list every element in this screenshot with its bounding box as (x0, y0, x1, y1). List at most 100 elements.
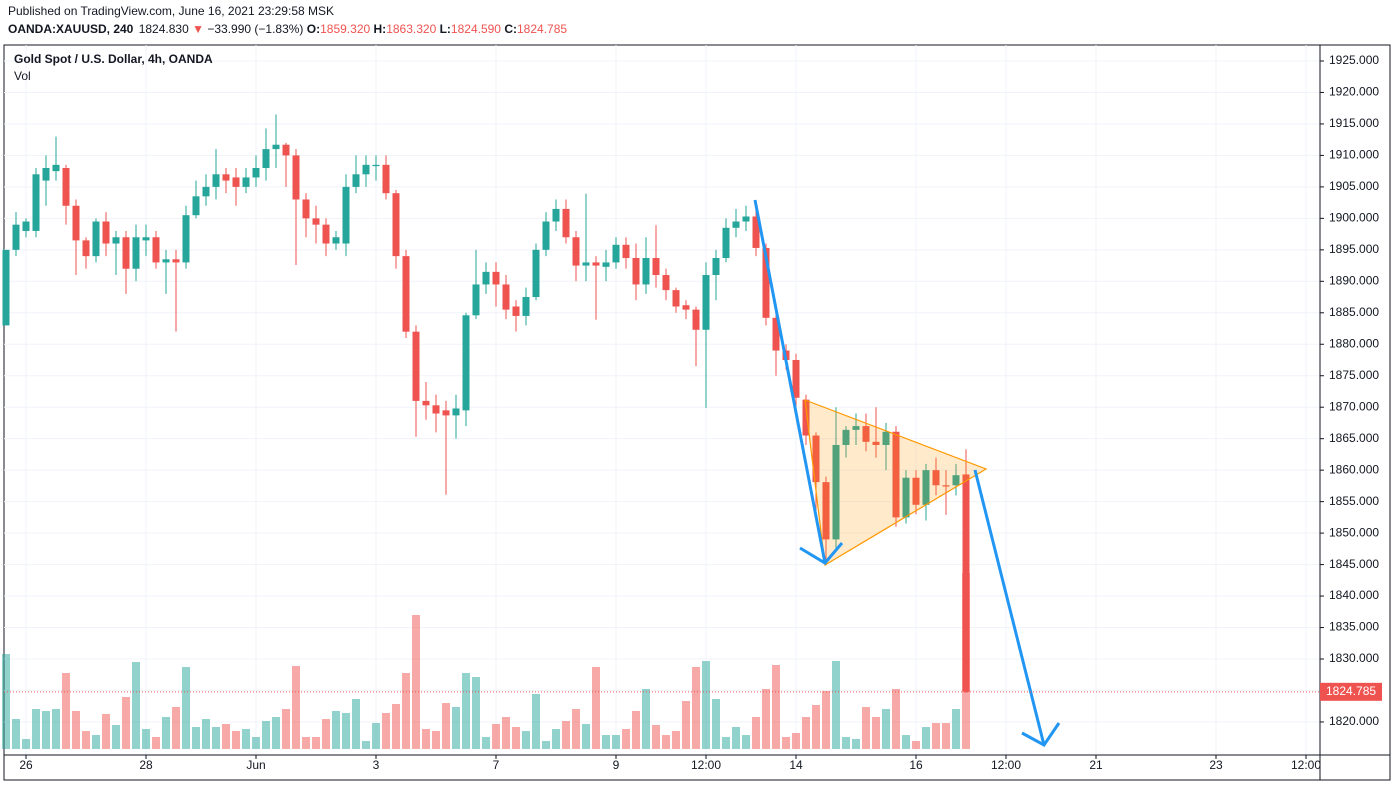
candle-body (342, 186, 350, 244)
candle-body (112, 237, 120, 244)
volume-bar (882, 709, 890, 749)
volume-bar (802, 717, 810, 749)
candle-body (352, 174, 360, 187)
ohlc-value: 1824.590 (451, 22, 501, 36)
x-tick-label: 23 (1209, 758, 1223, 772)
candle-body (232, 177, 240, 187)
candle-body (272, 144, 280, 150)
candle-body (672, 290, 680, 307)
candle-body (802, 399, 810, 436)
x-tick-label: 12:00 (691, 758, 721, 772)
candle-body (2, 249, 10, 326)
candle-body (132, 237, 140, 269)
volume-bar (82, 731, 90, 749)
x-tick-label: 28 (139, 758, 153, 772)
volume-bar (122, 697, 130, 749)
x-tick-label: 21 (1089, 758, 1103, 772)
volume-bar (162, 717, 170, 749)
candle-body (722, 227, 730, 259)
candle-body (862, 426, 870, 442)
candle-body (92, 221, 100, 257)
candle-body (772, 317, 780, 351)
candle-body (522, 297, 530, 316)
candle-body (142, 237, 150, 241)
candle-body (412, 331, 420, 401)
candle-body (42, 168, 50, 181)
symbol-header: OANDA:XAUUSD, 240 1824.830 ▼ −33.990 (−1… (8, 22, 567, 36)
candle-body (372, 164, 380, 167)
volume-bar (642, 689, 650, 749)
volume-bar (382, 713, 390, 749)
volume-bar (102, 714, 110, 749)
volume-bar (292, 666, 300, 749)
y-tick-label: 1920.000 (1329, 85, 1379, 99)
candle-body (842, 429, 850, 445)
volume-bar (762, 689, 770, 749)
y-tick-label: 1890.000 (1329, 273, 1379, 287)
candle-body (762, 247, 770, 318)
x-tick-label: 14 (789, 758, 803, 772)
candle-body (122, 237, 130, 269)
volume-bar (192, 727, 200, 749)
ohlc-value: 1824.785 (517, 22, 567, 36)
candle-body (452, 408, 460, 416)
volume-bar (502, 717, 510, 749)
candle-body (492, 271, 500, 285)
candle-body (72, 205, 80, 241)
volume-bar (202, 719, 210, 749)
volume-bar (222, 724, 230, 749)
candle-body (32, 174, 40, 231)
arrow-head (799, 542, 844, 565)
candle-body (432, 405, 440, 414)
volume-bar (92, 735, 100, 749)
volume-bar (22, 739, 30, 749)
volume-bar (32, 709, 40, 749)
volume-bar (952, 709, 960, 749)
y-tick-label: 1875.000 (1329, 368, 1379, 382)
candle-body (872, 441, 880, 445)
volume-bar (912, 741, 920, 749)
volume-bar (12, 719, 20, 749)
candle-body (252, 168, 260, 178)
ohlc-value: 1859.320 (320, 22, 370, 36)
volume-bar (652, 725, 660, 749)
x-tick-label: 9 (613, 758, 620, 772)
volume-bar (302, 737, 310, 749)
last-price-box (1320, 682, 1382, 701)
candle-body (382, 164, 390, 194)
candle-body (752, 216, 760, 248)
y-tick-label: 1870.000 (1329, 399, 1379, 413)
volume-bar (842, 737, 850, 749)
y-tick-label: 1865.000 (1329, 431, 1379, 445)
candle-body (482, 271, 490, 285)
volume-bar (782, 737, 790, 749)
candle-body (442, 410, 450, 416)
x-tick-label: Jun (246, 758, 265, 772)
ohlc-label: L: (440, 22, 451, 36)
candle-body (102, 221, 110, 244)
volume-bar (232, 731, 240, 749)
x-tick-label: 12:00 (991, 758, 1021, 772)
ohlc-label: H: (374, 22, 387, 36)
candle-body (812, 435, 820, 483)
volume-bar (552, 729, 560, 749)
candle-body (582, 262, 590, 266)
volume-bar (602, 735, 610, 749)
y-tick-label: 1895.000 (1329, 242, 1379, 256)
candle-body (602, 262, 610, 267)
y-tick-label: 1915.000 (1329, 116, 1379, 130)
chart-frame (3, 44, 1391, 781)
axes: 1820.0001825.0001830.0001835.0001840.000… (4, 53, 1382, 772)
volume-bar (242, 729, 250, 749)
volume-bar (482, 737, 490, 749)
volume-bar (942, 723, 950, 749)
candle-body (322, 224, 330, 244)
volume-bar (612, 735, 620, 749)
candle-body (652, 258, 660, 276)
candle-body (742, 216, 750, 222)
candle-body (922, 470, 930, 505)
candle-body (52, 164, 60, 172)
candle-body (562, 208, 570, 238)
volume-bar (532, 694, 540, 749)
